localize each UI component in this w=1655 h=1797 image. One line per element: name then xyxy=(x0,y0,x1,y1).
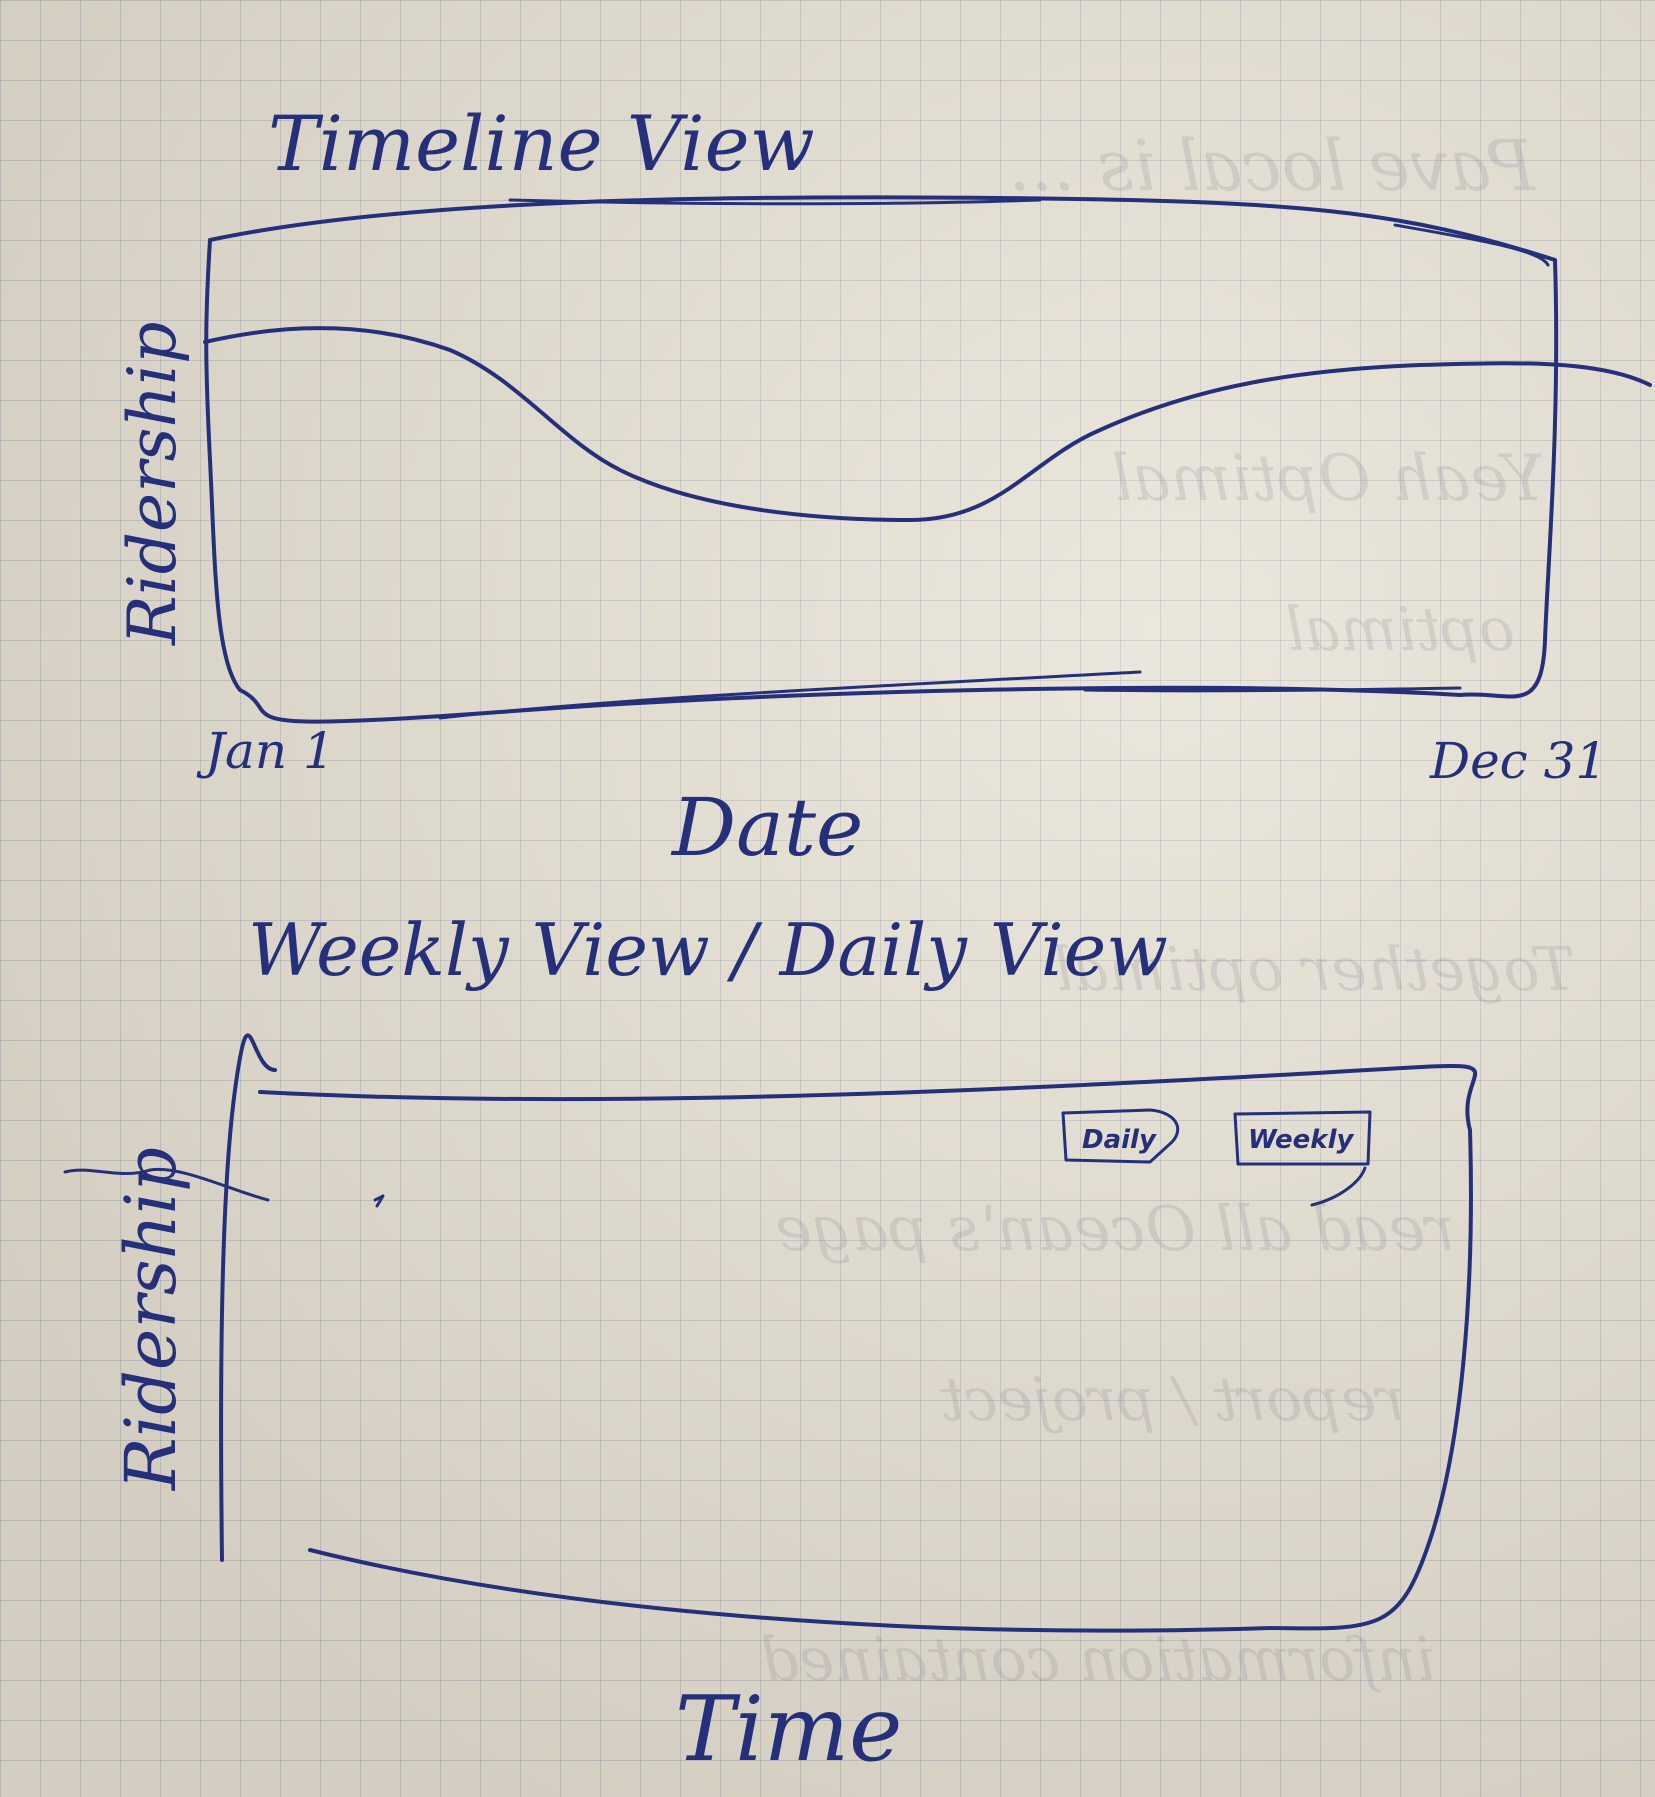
timeline-title: Timeline View xyxy=(268,99,815,188)
bleed-through-text: Pave local is ... Yeah Optimal optimal T… xyxy=(760,125,1575,1695)
weekly-frame xyxy=(219,1033,1478,1633)
svg-text:Together optimal: Together optimal xyxy=(1054,935,1575,1005)
toggle-weekly-label: Weekly xyxy=(1248,1125,1354,1155)
toggle-daily-button[interactable]: Daily xyxy=(1061,1108,1180,1164)
svg-text:Pave local is ...: Pave local is ... xyxy=(1009,125,1537,207)
cursor-arrow-icon xyxy=(1310,1166,1367,1207)
toggle-weekly-button[interactable]: Weekly xyxy=(1233,1110,1372,1207)
weekly-y-axis-label: Ridership xyxy=(110,1147,192,1492)
svg-text:report / project: report / project xyxy=(939,1365,1405,1435)
weekly-x-axis-label: Time xyxy=(675,1677,902,1782)
toggle-weekly-outline xyxy=(1233,1110,1372,1166)
svg-text:read all Ocean's page: read all Ocean's page xyxy=(775,1192,1455,1265)
svg-text:Yeah Optimal: Yeah Optimal xyxy=(1112,442,1545,516)
timeline-end-label: Dec 31 xyxy=(1429,732,1607,790)
toggle-daily-outline xyxy=(1061,1108,1180,1164)
timeline-y-axis-label: Ridership xyxy=(114,322,191,646)
timeline-frame xyxy=(204,195,1559,724)
svg-text:information contained: information contained xyxy=(760,1625,1435,1695)
scribble-mark xyxy=(63,1167,385,1208)
timeline-ridership-line xyxy=(203,326,1652,522)
toggle-daily-label: Daily xyxy=(1082,1125,1157,1155)
timeline-start-label: Jan 1 xyxy=(196,722,335,780)
timeline-frame-overstroke xyxy=(438,198,1550,720)
svg-text:optimal: optimal xyxy=(1285,595,1515,665)
weekly-view-title: Weekly View / Daily View xyxy=(248,908,1168,992)
timeline-x-axis-label: Date xyxy=(670,781,863,874)
